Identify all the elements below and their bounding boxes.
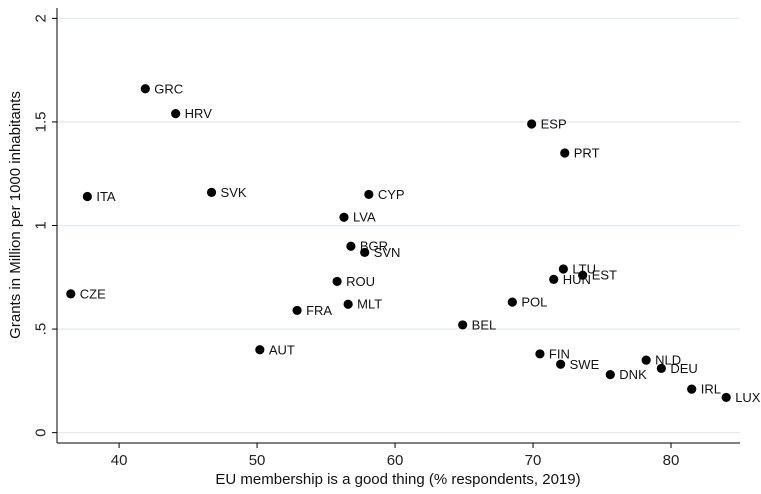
point-dnk <box>605 370 615 380</box>
point-label-prt: PRT <box>574 146 600 161</box>
point-label-svn: SVN <box>374 245 401 260</box>
point-label-est: EST <box>592 268 617 283</box>
point-prt <box>560 148 570 158</box>
point-grc <box>140 84 150 94</box>
point-hrv <box>171 109 181 119</box>
x-tick-label: 40 <box>111 452 128 469</box>
point-label-cyp: CYP <box>378 187 405 202</box>
point-label-ita: ITA <box>96 189 116 204</box>
point-deu <box>656 363 666 374</box>
point-rou <box>332 276 342 287</box>
point-fra <box>292 305 302 316</box>
point-bgr <box>346 241 356 251</box>
point-label-ltu: LTU <box>572 262 596 277</box>
y-tick-label: 0 <box>33 428 50 436</box>
point-label-rou: ROU <box>346 274 375 289</box>
point-irl <box>687 384 697 394</box>
x-tick-label: 80 <box>663 452 680 469</box>
x-tick-label: 60 <box>387 452 404 469</box>
point-label-deu: DEU <box>670 361 697 376</box>
point-label-swe: SWE <box>570 357 600 372</box>
point-cyp <box>364 189 374 200</box>
point-cze <box>66 289 76 299</box>
point-label-irl: IRL <box>701 382 721 397</box>
point-label-lux: LUX <box>735 390 761 405</box>
gridlines <box>57 17 740 434</box>
point-label-pol: POL <box>521 295 547 310</box>
point-svk <box>206 187 217 197</box>
point-bel <box>458 320 468 330</box>
point-lva <box>339 212 349 222</box>
point-fin <box>535 349 545 359</box>
y-tick-label: .5 <box>33 323 50 336</box>
point-label-cze: CZE <box>80 286 106 301</box>
point-svn <box>360 247 370 258</box>
point-label-esp: ESP <box>541 117 567 132</box>
point-swe <box>556 359 566 369</box>
point-pol <box>507 297 517 307</box>
point-ltu <box>558 264 568 274</box>
point-hun <box>549 274 559 284</box>
point-label-bel: BEL <box>472 317 497 332</box>
point-aut <box>255 345 265 355</box>
y-axis-ticks: 0 .5 1 1.5 2 <box>33 14 57 437</box>
x-tick-label: 70 <box>525 452 542 469</box>
point-label-svk: SVK <box>221 185 247 200</box>
point-label-fin: FIN <box>549 346 570 361</box>
point-label-dnk: DNK <box>619 367 647 382</box>
point-ita <box>82 191 92 202</box>
point-est <box>578 270 588 280</box>
x-axis-ticks: 40 50 60 70 80 <box>111 443 680 469</box>
y-tick-label: 1 <box>33 221 50 229</box>
point-label-lva: LVA <box>353 210 376 225</box>
point-lux <box>721 392 731 403</box>
point-esp <box>527 119 537 129</box>
point-mlt <box>343 299 353 309</box>
y-axis-title: Grants in Million per 1000 inhabitants <box>7 91 24 339</box>
y-tick-label: 1.5 <box>33 111 50 132</box>
x-tick-label: 50 <box>249 452 266 469</box>
point-label-grc: GRC <box>154 81 183 96</box>
point-label-hrv: HRV <box>185 106 213 121</box>
point-label-aut: AUT <box>269 342 295 357</box>
point-label-hun: HUN <box>563 272 591 287</box>
point-label-mlt: MLT <box>357 297 382 312</box>
x-axis-title: EU membership is a good thing (% respond… <box>215 471 580 488</box>
point-label-fra: FRA <box>306 303 332 318</box>
y-tick-label: 2 <box>33 14 50 22</box>
point-nld <box>641 355 651 365</box>
